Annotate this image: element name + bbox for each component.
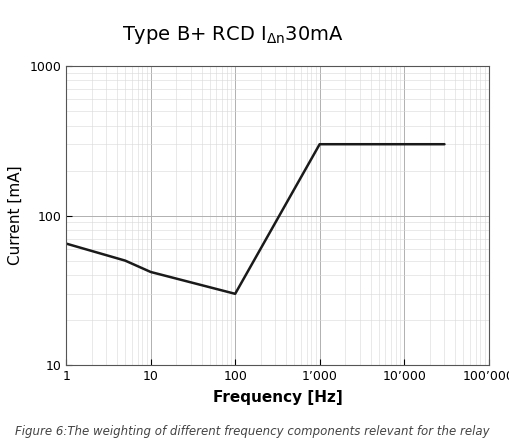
Text: Type B+ RCD $\mathregular{I_{\Delta n}}$30mA: Type B+ RCD $\mathregular{I_{\Delta n}}$… <box>122 24 344 46</box>
X-axis label: Frequency [Hz]: Frequency [Hz] <box>213 390 342 405</box>
Text: Figure 6:The weighting of different frequency components relevant for the relay: Figure 6:The weighting of different freq… <box>15 425 490 438</box>
Y-axis label: Current [mA]: Current [mA] <box>8 166 22 265</box>
